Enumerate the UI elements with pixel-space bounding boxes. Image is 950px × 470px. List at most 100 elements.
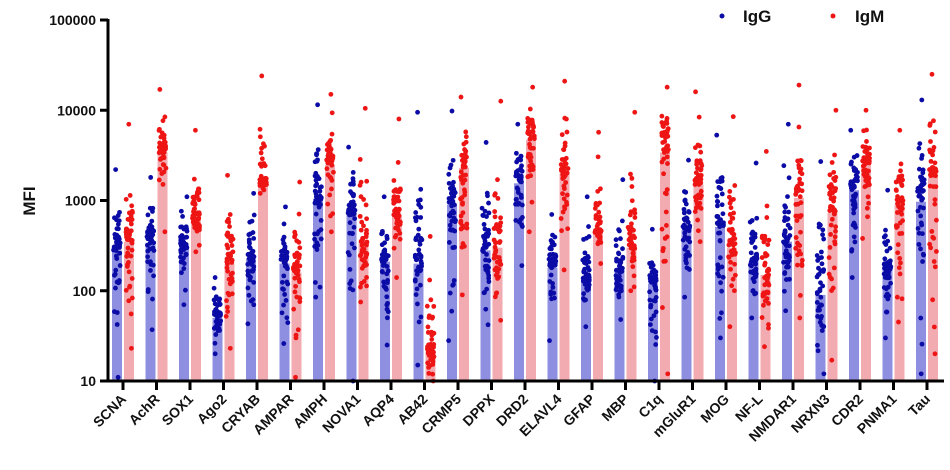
data-point-igm: [899, 296, 905, 302]
data-point-igm: [463, 134, 469, 140]
data-point-igm: [492, 225, 498, 231]
data-point-igg: [281, 302, 286, 308]
data-point-igm: [527, 136, 533, 142]
data-point-igg: [318, 184, 324, 190]
data-point-igm: [293, 332, 299, 338]
data-point-igm: [331, 169, 336, 175]
data-point-igm: [797, 243, 803, 248]
data-point-igm: [628, 288, 634, 294]
data-point-igm: [564, 129, 570, 135]
data-point-igg: [749, 240, 755, 245]
data-point-igg: [384, 264, 390, 269]
data-point-igg: [481, 222, 487, 227]
data-point-igg: [178, 247, 184, 253]
data-point-igm: [458, 218, 464, 224]
data-point-igm: [664, 118, 669, 124]
data-point-igm: [526, 124, 531, 130]
data-point-igg: [446, 196, 452, 201]
data-point-igg: [245, 268, 251, 274]
data-point-igm: [826, 184, 832, 189]
data-point-igm: [159, 130, 165, 136]
data-point-igg: [281, 273, 287, 279]
data-point-igm: [157, 140, 163, 146]
data-point-igm: [865, 214, 870, 220]
bar-igm: [258, 179, 268, 381]
data-point-igm: [594, 230, 600, 236]
data-point-igg: [382, 285, 388, 290]
data-point-igg: [851, 154, 857, 160]
data-point-igg: [815, 348, 821, 354]
data-point-igg: [916, 145, 922, 151]
data-point-igm: [329, 110, 335, 116]
data-point-igm: [561, 183, 567, 189]
data-point-igm: [732, 183, 738, 188]
data-point-igm: [126, 269, 132, 275]
data-point-igg: [715, 203, 720, 209]
data-point-igg: [814, 291, 820, 297]
data-point-igg: [117, 263, 123, 268]
data-point-igm: [327, 192, 333, 198]
data-point-igg: [654, 335, 659, 340]
data-point-igg: [281, 221, 287, 227]
data-point-igm: [460, 241, 466, 246]
data-point-igg: [213, 332, 219, 337]
data-point-igg: [479, 205, 485, 211]
data-point-igg: [717, 255, 723, 261]
data-point-igm: [157, 166, 163, 172]
data-point-igg: [418, 236, 424, 241]
data-point-igm: [896, 204, 901, 209]
data-point-igg: [412, 252, 418, 258]
data-point-igm: [766, 325, 771, 331]
data-point-igg: [714, 214, 720, 219]
data-point-igg: [446, 180, 452, 186]
data-point-igg: [787, 233, 793, 238]
x-tick-label: MBP: [598, 391, 631, 424]
data-point-igm: [931, 324, 937, 330]
data-point-igg: [647, 289, 653, 295]
data-point-igg: [350, 176, 356, 182]
data-point-igm: [296, 252, 302, 258]
data-point-igg: [920, 231, 925, 237]
data-point-igg: [384, 233, 390, 239]
bar-igg: [815, 294, 826, 381]
data-point-igm: [293, 269, 299, 275]
data-point-igg: [516, 219, 522, 225]
data-point-igg: [819, 328, 825, 333]
data-point-igm: [463, 129, 469, 135]
data-point-igg: [482, 238, 488, 244]
data-point-igm: [325, 201, 331, 207]
data-point-igg: [384, 294, 390, 300]
data-point-igm: [391, 197, 396, 203]
data-point-igm: [598, 219, 603, 225]
data-point-igg: [852, 239, 858, 245]
data-point-igg: [483, 306, 489, 312]
data-point-igm: [362, 259, 368, 265]
data-point-igm: [525, 128, 531, 134]
data-point-igm: [492, 209, 498, 214]
data-point-igm: [762, 344, 767, 350]
data-point-igg: [714, 132, 720, 138]
data-point-igm: [793, 213, 799, 219]
data-point-igg: [251, 236, 257, 241]
data-point-igm: [330, 155, 336, 161]
data-point-igm: [123, 287, 129, 293]
data-point-igm: [123, 196, 129, 202]
data-point-igg: [112, 272, 117, 278]
data-point-igm: [665, 147, 671, 152]
data-point-igg: [817, 319, 823, 325]
data-point-igg: [218, 312, 223, 318]
data-point-igm: [129, 238, 135, 243]
data-point-igm: [698, 149, 704, 155]
data-point-igm: [796, 124, 802, 130]
data-point-igg: [415, 362, 421, 368]
x-tick-label: MOG: [697, 391, 732, 426]
data-point-igm: [894, 188, 899, 193]
data-point-igg: [918, 371, 924, 377]
data-point-igg: [786, 258, 792, 264]
data-point-igm: [292, 275, 298, 281]
data-point-igm: [798, 166, 804, 172]
data-point-igm: [632, 215, 638, 220]
data-point-igm: [329, 131, 335, 137]
data-point-igg: [882, 275, 888, 280]
data-point-igm: [293, 283, 298, 289]
